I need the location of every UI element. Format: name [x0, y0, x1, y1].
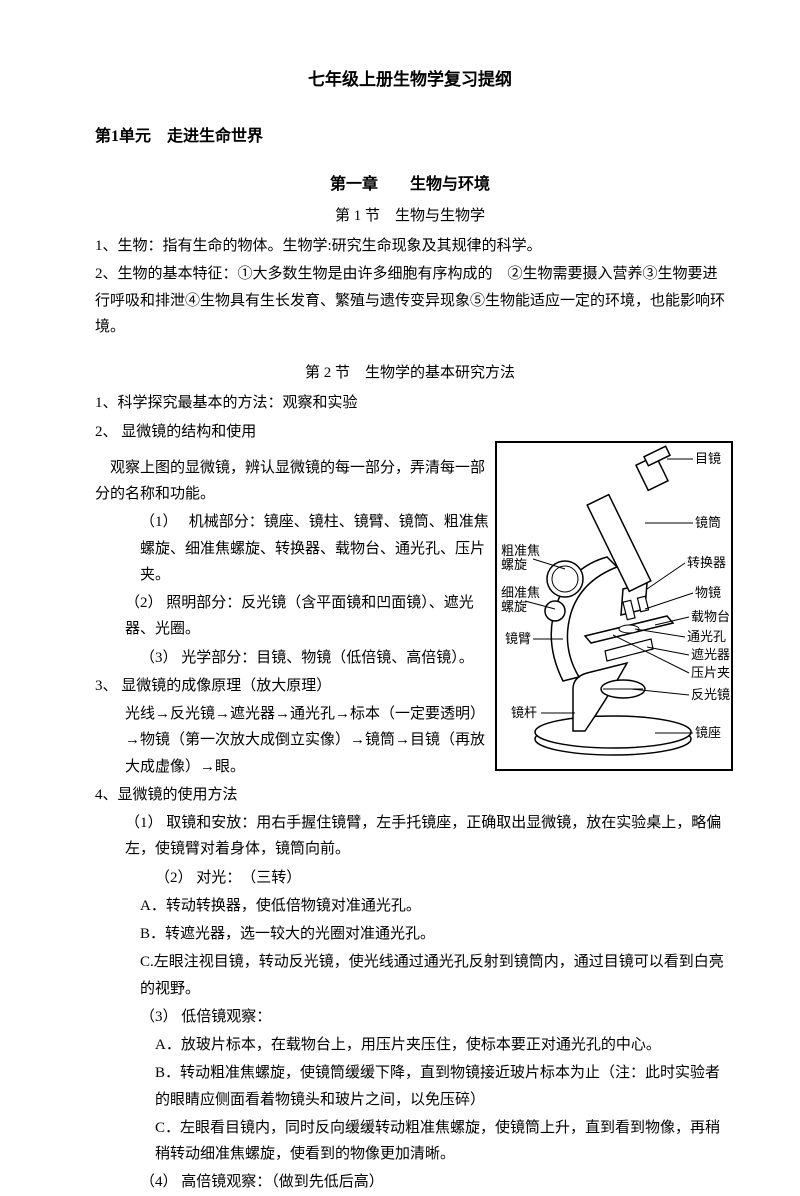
unit-title: 第1单元 走进生命世界 — [95, 123, 725, 151]
label-tongguangkong: 通光孔 — [687, 629, 726, 644]
s2-m3b: B．转动粗准焦螺旋，使镜筒缓缓下降，直到物镜接近玻片标本为止（注：此时实验者的眼… — [95, 1060, 725, 1113]
label-zaiwutai: 载物台 — [691, 609, 730, 624]
label-wujing: 物镜 — [695, 585, 721, 600]
label-fanguangjing: 反光镜 — [691, 687, 730, 702]
s2-m4: （4） 高倍镜观察：（做到先低后高） — [95, 1169, 725, 1195]
s2-m2: （2） 对光： （三转） — [95, 865, 725, 891]
label-jinggan: 镜杆 — [511, 705, 537, 720]
s1-p2: 2、生物的基本特征：①大多数生物是由许多细胞有序构成的 ②生物需要摄入营养③生物… — [95, 261, 725, 340]
s1-p1: 1、生物：指有生命的物体。生物学:研究生命现象及其规律的科学。 — [95, 233, 725, 259]
s2-m3: （3） 低倍镜观察： — [95, 1004, 725, 1030]
label-luoxuan2: 螺旋 — [501, 599, 527, 614]
s2-m3a: A．放玻片标本，在载物台上，用压片夹压住，使标本要正对通光孔的中心。 — [95, 1032, 725, 1058]
s2-m2c: C.左眼注视目镜，转动反光镜，使光线通过通光孔反射到镜筒内，通过目镜可以看到白亮… — [95, 949, 725, 1002]
label-jingzuo: 镜座 — [695, 725, 721, 740]
label-cuzhunjiao: 粗准焦 — [501, 543, 540, 558]
section2-title: 第 2 节 生物学的基本研究方法 — [95, 360, 725, 386]
microscope-icon: 目镜 镜筒 转换器 物镜 载物台 通光孔 遮光器 压片夹 反光镜 镜座 粗准焦 … — [495, 441, 733, 771]
doc-title: 七年级上册生物学复习提纲 — [95, 65, 725, 95]
label-yapianjia: 压片夹 — [691, 665, 730, 680]
s2-m2a: A．转动转换器，使低倍物镜对准通光孔。 — [95, 893, 725, 919]
label-luoxuan1: 螺旋 — [501, 557, 527, 572]
label-xizhunjiao: 细准焦 — [501, 585, 540, 600]
section1-title: 第 1 节 生物与生物学 — [95, 203, 725, 229]
s2-m2b: B．转遮光器，选一较大的光圈对准通光孔。 — [95, 921, 725, 947]
label-jingtong: 镜筒 — [695, 515, 721, 530]
label-zheguangqi: 遮光器 — [691, 647, 730, 662]
chapter-title: 第一章 生物与环境 — [95, 171, 725, 199]
label-zhuanhuanqi: 转换器 — [687, 555, 726, 570]
s2-p1: 1、科学探究最基本的方法：观察和实验 — [95, 390, 725, 416]
label-mujing: 目镜 — [695, 451, 721, 466]
s2-p6: 4、显微镜的使用方法 — [95, 782, 725, 808]
microscope-figure: 目镜 镜筒 转换器 物镜 载物台 通光孔 遮光器 压片夹 反光镜 镜座 粗准焦 … — [495, 441, 733, 771]
s2-m3c: C．左眼看目镜内，同时反向缓缓转动粗准焦螺旋，使镜筒上升，直到看到物像，再稍稍转… — [95, 1115, 725, 1168]
s2-m1: （1） 取镜和安放：用右手握住镜臂，左手托镜座，正确取出显微镜，放在实验桌上，略… — [95, 810, 725, 863]
label-jingbi: 镜臂 — [505, 631, 531, 646]
